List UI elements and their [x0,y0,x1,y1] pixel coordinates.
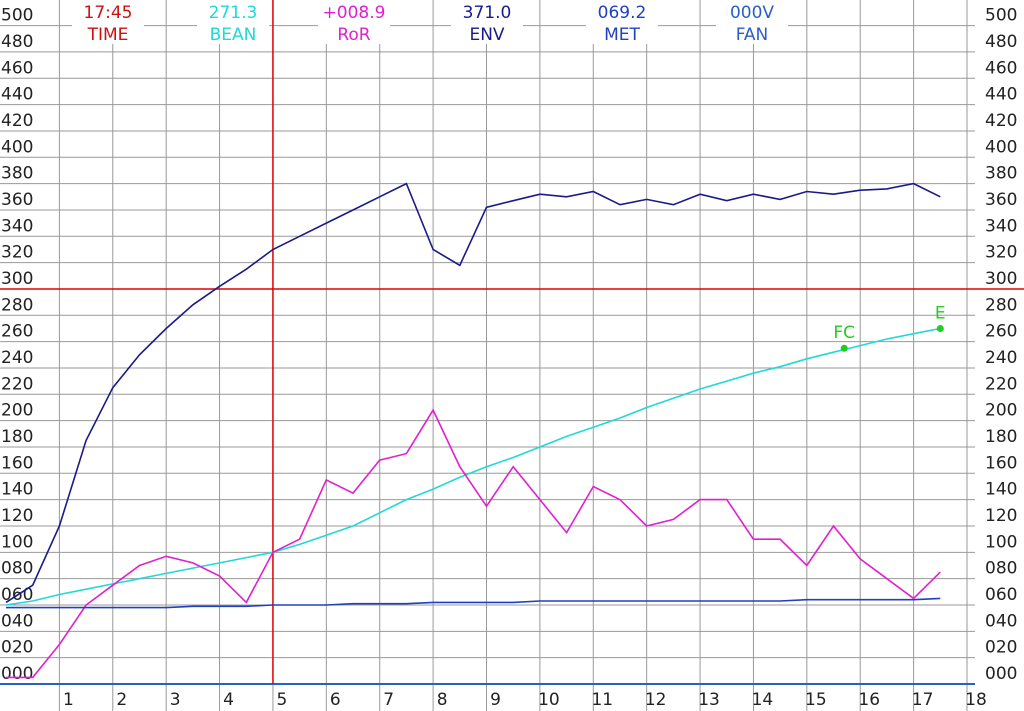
readout-value: +008.9 [323,3,386,23]
y-tick-label: 460 [1,58,33,78]
x-tick-label: 17 [912,690,934,710]
x-tick-label: 7 [383,690,394,710]
y-tick-label-right: 220 [985,374,1017,394]
readout-value: 000V [730,3,774,23]
y-tick-label-right: 100 [985,532,1017,552]
y-tick-label-right: 460 [985,58,1017,78]
y-tick-label: 480 [1,32,33,52]
series-line [5,182,941,604]
series-line [5,327,941,606]
readout-bg [451,0,523,44]
x-tick-label: 18 [965,690,987,710]
y-tick-label-right: 480 [985,32,1017,52]
y-tick-label: 400 [1,137,33,157]
readout-label: TIME [87,25,129,45]
y-tick-label: 300 [1,269,33,289]
y-tick-label-right: 020 [985,638,1017,658]
y-tick-label: 100 [1,532,33,552]
x-tick-label: 1 [63,690,74,710]
readout-label: RoR [337,25,370,45]
event-marker [936,324,944,332]
y-tick-label-right: 300 [985,269,1017,289]
x-tick-label: 5 [277,690,288,710]
y-tick-label-right: 200 [985,401,1017,421]
readout-bg [586,0,658,44]
y-tick-label: 500 [1,6,33,26]
x-tick-label: 13 [698,690,720,710]
x-tick-label: 11 [591,690,613,710]
y-tick-label: 080 [1,559,33,579]
y-tick-label-right: 000 [985,664,1017,684]
y-tick-label-right: 180 [985,427,1017,447]
readout-bg [197,0,269,44]
readout-value: 17:45 [84,3,133,23]
y-tick-label: 260 [1,322,33,342]
readout-value: 371.0 [463,3,512,23]
y-tick-label: 420 [1,111,33,131]
y-tick-label-right: 140 [985,480,1017,500]
y-tick-label: 020 [1,638,33,658]
readout-bg [318,0,390,44]
x-tick-label: 9 [490,690,501,710]
readout-value: 271.3 [209,3,258,23]
x-tick-label: 14 [752,690,774,710]
y-tick-label: 160 [1,453,33,473]
y-tick-label-right: 360 [985,190,1017,210]
readout-label: MET [604,25,640,45]
y-tick-label: 040 [1,611,33,631]
y-tick-label-right: 420 [985,111,1017,131]
y-tick-label: 360 [1,190,33,210]
y-tick-label-right: 260 [985,322,1017,342]
y-tick-label: 320 [1,243,33,263]
series-line [6,597,941,609]
x-tick-label: 4 [223,690,234,710]
y-tick-label: 200 [1,401,33,421]
y-tick-label: 440 [1,85,33,105]
event-label: FC [833,323,855,343]
x-tick-label: 15 [805,690,827,710]
readout-label: FAN [736,25,769,45]
x-tick-label: 2 [116,690,127,710]
y-tick-label-right: 400 [985,137,1017,157]
y-tick-label: 240 [1,348,33,368]
y-tick-label-right: 080 [985,559,1017,579]
y-tick-label: 280 [1,295,33,315]
x-tick-label: 6 [330,690,341,710]
y-tick-label-right: 040 [985,611,1017,631]
y-tick-label: 180 [1,427,33,447]
y-tick-label: 120 [1,506,33,526]
y-tick-label: 380 [1,164,33,184]
x-tick-label: 12 [645,690,667,710]
y-tick-label: 220 [1,374,33,394]
series-line [6,408,941,679]
readout-bg [72,0,144,44]
y-tick-label: 000 [1,664,33,684]
readout-bg [716,0,788,44]
readout-value: 069.2 [598,3,647,23]
y-tick-label-right: 320 [985,243,1017,263]
y-tick-label-right: 240 [985,348,1017,368]
y-tick-label-right: 160 [985,453,1017,473]
y-tick-label-right: 380 [985,164,1017,184]
x-tick-label: 16 [858,690,880,710]
y-tick-label: 340 [1,216,33,236]
readout-label: BEAN [210,25,257,45]
y-tick-label-right: 280 [985,295,1017,315]
event-marker [840,344,848,352]
y-tick-label-right: 440 [985,85,1017,105]
x-tick-label: 10 [538,690,560,710]
y-tick-label-right: 500 [985,6,1017,26]
event-label: E [935,303,946,323]
y-tick-label-right: 060 [985,585,1017,605]
y-tick-label-right: 120 [985,506,1017,526]
readout-label: ENV [469,25,504,45]
x-tick-label: 8 [437,690,448,710]
y-tick-label: 140 [1,480,33,500]
x-tick-label: 3 [170,690,181,710]
y-tick-label-right: 340 [985,216,1017,236]
